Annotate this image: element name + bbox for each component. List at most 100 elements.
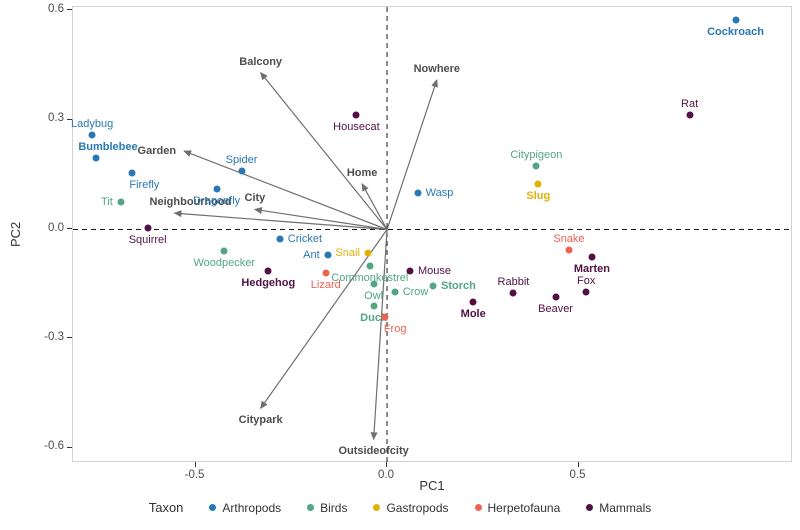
point-mole (469, 298, 477, 306)
y-tick-mark (67, 337, 72, 339)
y-tick-mark (67, 228, 72, 230)
point-woodpecker (220, 247, 228, 255)
point-label-storch: Storch (441, 280, 476, 293)
point-snail (364, 249, 372, 257)
point-cockroach (732, 16, 740, 24)
point-label-wasp: Wasp (425, 187, 454, 200)
point-label-rabbit: Rabbit (497, 276, 530, 289)
legend-label-birds: Birds (320, 500, 348, 515)
point-label-ant: Ant (303, 249, 320, 262)
x-tick-label: 0.5 (569, 469, 586, 481)
legend-title: Taxon (148, 500, 184, 515)
point-dragonfly (213, 185, 221, 193)
y-tick-label: 0.0 (48, 221, 64, 234)
point-squirrel (144, 224, 152, 232)
y-axis-title: PC2 (8, 221, 23, 247)
point-beaver (552, 293, 560, 301)
point-crow (391, 288, 399, 296)
legend: Taxon Arthropods Birds Gastropods Herpetofa… (0, 500, 800, 515)
point-ladybug (88, 131, 96, 139)
point-lizard (322, 269, 330, 277)
vector-label-garden: Garden (137, 145, 177, 158)
point-label-fox: Fox (577, 274, 596, 287)
x-tick-label: 0.0 (378, 469, 395, 481)
point-label-cockroach: Cockroach (707, 25, 764, 38)
point-storch (429, 282, 437, 290)
point-label-ladybug: Ladybug (71, 117, 114, 130)
y-tick-mark (67, 446, 72, 448)
vector-nowhere (386, 79, 438, 230)
point-snake (565, 246, 573, 254)
point-label-tit: Tit (101, 196, 113, 209)
point-label-snake: Snake (553, 232, 585, 245)
point-label-hedgehog: Hedgehog (241, 277, 296, 290)
point-marten (588, 253, 596, 261)
point-label-mole: Mole (460, 308, 486, 321)
point-label-woodpecker: Woodpecker (193, 257, 256, 270)
legend-label-herpetofauna: Herpetofauna (487, 500, 561, 515)
vector-balcony (260, 71, 388, 230)
y-tick-label: -0.3 (44, 330, 64, 343)
point-wasp (414, 189, 422, 197)
legend-label-arthropods: Arthropods (222, 500, 282, 515)
point-label-crow: Crow (402, 285, 429, 298)
legend-dot-birds-icon (307, 504, 315, 511)
x-tick-label: -0.5 (184, 469, 205, 481)
y-tick-mark (67, 9, 72, 11)
legend-label-mammals: Mammals (599, 500, 652, 515)
vector-label-citypark: Citypark (238, 414, 283, 427)
plot-vectors-svg (73, 7, 793, 463)
point-label-slug: Slug (526, 189, 551, 202)
point-housecat (352, 111, 360, 119)
legend-dot-mammals-icon (586, 504, 594, 511)
point-ant (324, 251, 332, 259)
point-mouse (406, 267, 414, 275)
point-label-housecat: Housecat (333, 120, 380, 133)
legend-label-gastropods: Gastropods (386, 500, 449, 515)
point-label-bumblebee: Bumblebee (78, 141, 138, 154)
legend-dot-gastropods-icon (373, 504, 381, 511)
y-tick-label: 0.3 (48, 112, 64, 125)
x-tick-mark (577, 462, 579, 467)
vector-label-neighbourhood: Neighbourhood (149, 196, 232, 209)
x-axis-title: PC1 (419, 478, 445, 493)
point-owl (370, 280, 378, 288)
point-rat (686, 111, 694, 119)
x-tick-mark (386, 462, 388, 467)
point-label-marten: Marten (573, 262, 610, 275)
vector-neighbourhood (173, 210, 388, 231)
point-tit (117, 198, 125, 206)
point-label-squirrel: Squirrel (128, 233, 167, 246)
x-tick-mark (194, 462, 196, 467)
point-slug (534, 180, 542, 188)
legend-item-birds: Birds (307, 501, 347, 515)
legend-item-herpetofauna: Herpetofauna (474, 500, 561, 515)
y-tick-label: 0.6 (48, 2, 64, 15)
point-label-rat: Rat (681, 97, 699, 110)
vector-label-outsideofcity: Outsideofcity (338, 445, 409, 458)
point-label-firefly: Firefly (129, 178, 160, 191)
point-firefly (128, 169, 136, 177)
point-hedgehog (264, 267, 272, 275)
point-spider (238, 167, 245, 175)
point-label-duck: Duck (360, 312, 388, 325)
point-duck (370, 302, 378, 310)
point-label-spider: Spider (225, 154, 258, 167)
vector-garden (183, 150, 388, 231)
point-label-commonkestrel: Commonkestrel (331, 272, 409, 284)
point-citypigeon (532, 162, 540, 170)
vector-label-city: City (244, 192, 266, 205)
legend-dot-herpetofauna-icon (474, 504, 482, 511)
vector-home (361, 183, 388, 230)
point-label-beaver: Beaver (538, 303, 573, 316)
point-label-mouse: Mouse (418, 265, 452, 278)
point-label-cricket: Cricket (287, 232, 323, 245)
point-label-citypigeon: Citypigeon (510, 148, 563, 161)
point-frog (381, 313, 389, 321)
legend-item-gastropods: Gastropods (373, 500, 449, 515)
vector-citypark (260, 229, 388, 410)
legend-dot-arthropods-icon (209, 504, 217, 511)
vector-label-nowhere: Nowhere (413, 62, 461, 75)
point-fox (582, 288, 590, 296)
